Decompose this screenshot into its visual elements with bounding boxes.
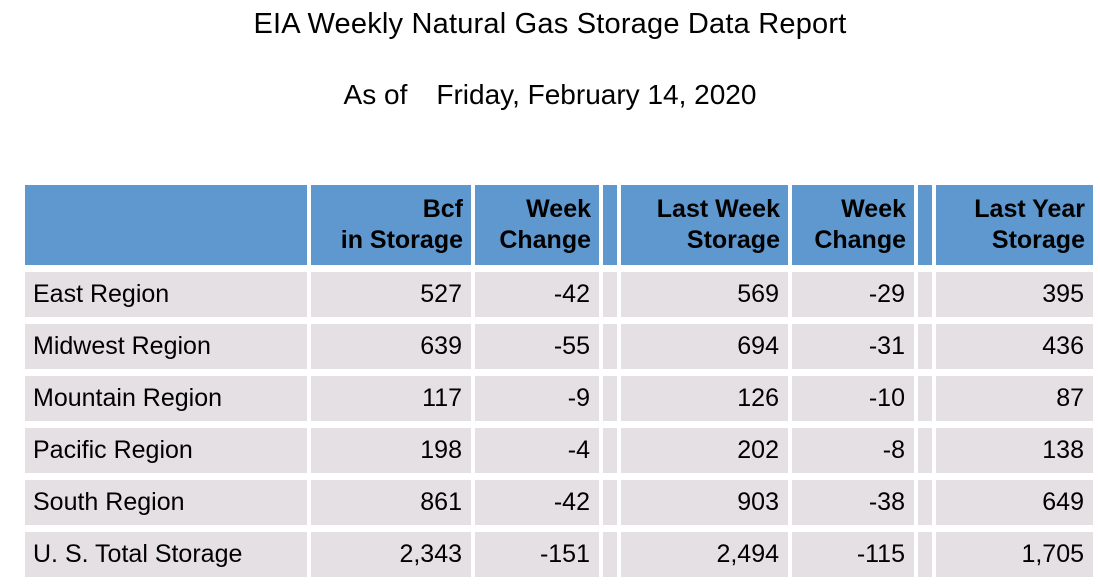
week-change-2-cell: -10	[792, 376, 914, 421]
last-year-storage-cell: 395	[936, 272, 1093, 317]
week-change-1-cell: -9	[475, 376, 599, 421]
report-as-of-line: As of Friday, February 14, 2020	[0, 79, 1100, 111]
region-cell: South Region	[25, 480, 307, 525]
row-spacer-2	[918, 480, 932, 525]
week-change-1-cell: -42	[475, 480, 599, 525]
last-week-storage-cell: 2,494	[621, 532, 788, 577]
header-label: Week	[841, 195, 906, 223]
header-cell-last-week-storage: Last Week Storage	[621, 185, 788, 265]
week-change-1-cell: -55	[475, 324, 599, 369]
last-year-storage-cell: 649	[936, 480, 1093, 525]
region-cell: East Region	[25, 272, 307, 317]
header-cell-week-change-2: Week Change	[792, 185, 914, 265]
week-change-2-cell: -115	[792, 532, 914, 577]
header-label: Last Week	[656, 195, 780, 223]
row-spacer-2	[918, 376, 932, 421]
row-spacer-1	[603, 376, 617, 421]
as-of-date: Friday, February 14, 2020	[436, 79, 757, 110]
week-change-2-cell: -31	[792, 324, 914, 369]
row-spacer-2	[918, 324, 932, 369]
as-of-label: As of	[343, 79, 408, 110]
last-year-storage-cell: 436	[936, 324, 1093, 369]
week-change-2-cell: -8	[792, 428, 914, 473]
header-spacer-2	[918, 185, 932, 265]
week-change-2-cell: -29	[792, 272, 914, 317]
row-spacer-2	[918, 428, 932, 473]
last-year-storage-cell: 138	[936, 428, 1093, 473]
header-cell-bcf-in-storage: Bcf in Storage	[311, 185, 471, 265]
week-change-1-cell: -42	[475, 272, 599, 317]
header-label: Last Year	[974, 195, 1085, 223]
bcf-in-storage-cell: 861	[311, 480, 471, 525]
row-spacer-1	[603, 428, 617, 473]
header-spacer-1	[603, 185, 617, 265]
row-spacer-2	[918, 272, 932, 317]
header-cell-region	[25, 185, 307, 265]
header-label: Week	[526, 195, 591, 223]
header-label: in Storage	[340, 226, 463, 254]
region-cell-total: U. S. Total Storage	[25, 532, 307, 577]
last-year-storage-cell: 87	[936, 376, 1093, 421]
header-label: Storage	[991, 226, 1085, 254]
last-year-storage-cell: 1,705	[936, 532, 1093, 577]
week-change-2-cell: -38	[792, 480, 914, 525]
bcf-in-storage-cell: 117	[311, 376, 471, 421]
week-change-1-cell: -151	[475, 532, 599, 577]
header-label: Storage	[686, 226, 780, 254]
page-title: EIA Weekly Natural Gas Storage Data Repo…	[253, 8, 847, 40]
row-spacer-1	[603, 324, 617, 369]
storage-table: Bcf in Storage Week Change Last Week Sto…	[25, 185, 1093, 577]
row-spacer-1	[603, 480, 617, 525]
header-cell-last-year-storage: Last Year Storage	[936, 185, 1093, 265]
header-label: Change	[814, 226, 906, 254]
bcf-in-storage-cell: 527	[311, 272, 471, 317]
row-spacer-2	[918, 532, 932, 577]
bcf-in-storage-cell: 198	[311, 428, 471, 473]
header-label: Change	[499, 226, 591, 254]
week-change-1-cell: -4	[475, 428, 599, 473]
last-week-storage-cell: 694	[621, 324, 788, 369]
last-week-storage-cell: 569	[621, 272, 788, 317]
last-week-storage-cell: 202	[621, 428, 788, 473]
header-cell-week-change-1: Week Change	[475, 185, 599, 265]
region-cell: Midwest Region	[25, 324, 307, 369]
last-week-storage-cell: 126	[621, 376, 788, 421]
row-spacer-1	[603, 532, 617, 577]
row-spacer-1	[603, 272, 617, 317]
header-label: Bcf	[422, 195, 463, 223]
region-cell: Pacific Region	[25, 428, 307, 473]
region-cell: Mountain Region	[25, 376, 307, 421]
bcf-in-storage-cell: 2,343	[311, 532, 471, 577]
last-week-storage-cell: 903	[621, 480, 788, 525]
bcf-in-storage-cell: 639	[311, 324, 471, 369]
